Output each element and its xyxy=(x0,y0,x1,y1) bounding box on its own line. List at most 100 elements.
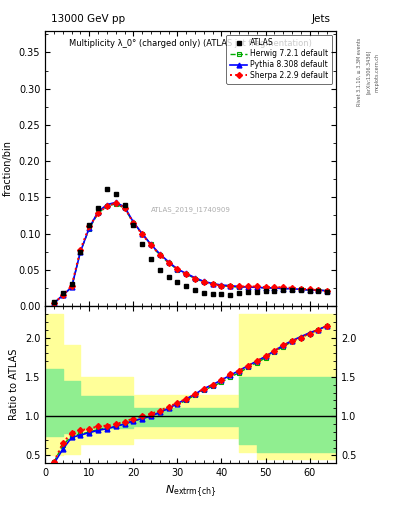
Pythia 8.308 default xyxy=(78,249,83,255)
Sherpa 2.2.9 default xyxy=(307,286,312,292)
ATLAS xyxy=(281,287,285,293)
Pythia 8.308 default xyxy=(246,284,250,290)
Herwig 7.2.1 default xyxy=(246,284,250,290)
ATLAS xyxy=(298,287,303,293)
ATLAS xyxy=(131,222,136,228)
Pythia 8.308 default xyxy=(228,283,233,289)
Pythia 8.308 default xyxy=(263,285,268,291)
ATLAS xyxy=(228,292,233,298)
Herwig 7.2.1 default xyxy=(140,230,145,237)
Pythia 8.308 default xyxy=(290,286,294,292)
Sherpa 2.2.9 default xyxy=(61,292,65,298)
Sherpa 2.2.9 default xyxy=(281,284,285,290)
Pythia 8.308 default xyxy=(281,286,285,292)
Pythia 8.308 default xyxy=(316,287,321,293)
Sherpa 2.2.9 default xyxy=(298,286,303,292)
ATLAS xyxy=(175,279,180,285)
ATLAS xyxy=(69,281,74,287)
Text: [arXiv:1306.3436]: [arXiv:1306.3436] xyxy=(365,50,371,94)
Legend: ATLAS, Herwig 7.2.1 default, Pythia 8.308 default, Sherpa 2.2.9 default: ATLAS, Herwig 7.2.1 default, Pythia 8.30… xyxy=(226,34,332,84)
ATLAS xyxy=(166,274,171,280)
Herwig 7.2.1 default xyxy=(290,286,294,292)
ATLAS xyxy=(272,288,277,294)
Text: Jets: Jets xyxy=(311,14,330,24)
ATLAS xyxy=(61,290,65,296)
Pythia 8.308 default xyxy=(113,199,118,205)
ATLAS xyxy=(96,205,101,211)
Herwig 7.2.1 default xyxy=(105,203,109,209)
Line: ATLAS: ATLAS xyxy=(51,186,330,305)
Herwig 7.2.1 default xyxy=(202,279,206,285)
Sherpa 2.2.9 default xyxy=(105,203,109,209)
Sherpa 2.2.9 default xyxy=(237,284,241,290)
Pythia 8.308 default xyxy=(105,202,109,208)
Sherpa 2.2.9 default xyxy=(193,275,197,282)
Herwig 7.2.1 default xyxy=(149,241,153,247)
ATLAS xyxy=(246,289,250,295)
ATLAS xyxy=(122,202,127,208)
Pythia 8.308 default xyxy=(219,282,224,288)
Sherpa 2.2.9 default xyxy=(140,231,145,238)
ATLAS xyxy=(140,241,145,247)
Sherpa 2.2.9 default xyxy=(78,246,83,252)
Sherpa 2.2.9 default xyxy=(263,284,268,290)
Sherpa 2.2.9 default xyxy=(122,204,127,210)
Herwig 7.2.1 default xyxy=(122,205,127,211)
ATLAS xyxy=(158,267,162,273)
Text: Rivet 3.1.10, ≥ 3.3M events: Rivet 3.1.10, ≥ 3.3M events xyxy=(357,38,362,106)
Herwig 7.2.1 default xyxy=(193,275,197,282)
Sherpa 2.2.9 default xyxy=(202,279,206,285)
Sherpa 2.2.9 default xyxy=(113,200,118,206)
ATLAS xyxy=(113,190,118,197)
Herwig 7.2.1 default xyxy=(263,285,268,291)
Pythia 8.308 default xyxy=(325,288,330,294)
Y-axis label: fraction/bin: fraction/bin xyxy=(3,140,13,197)
Herwig 7.2.1 default xyxy=(254,284,259,290)
Pythia 8.308 default xyxy=(158,251,162,257)
Sherpa 2.2.9 default xyxy=(272,284,277,290)
Herwig 7.2.1 default xyxy=(184,271,189,277)
Sherpa 2.2.9 default xyxy=(325,288,330,294)
Pythia 8.308 default xyxy=(272,285,277,291)
Herwig 7.2.1 default xyxy=(78,249,83,255)
Pythia 8.308 default xyxy=(131,219,136,225)
Herwig 7.2.1 default xyxy=(325,288,330,294)
Pythia 8.308 default xyxy=(307,287,312,293)
Pythia 8.308 default xyxy=(87,225,92,231)
Sherpa 2.2.9 default xyxy=(228,283,233,289)
Sherpa 2.2.9 default xyxy=(149,242,153,248)
Pythia 8.308 default xyxy=(122,204,127,210)
ATLAS xyxy=(149,256,153,262)
Herwig 7.2.1 default xyxy=(298,286,303,292)
ATLAS xyxy=(210,291,215,297)
Sherpa 2.2.9 default xyxy=(158,251,162,258)
Herwig 7.2.1 default xyxy=(316,287,321,293)
ATLAS xyxy=(202,290,206,296)
Herwig 7.2.1 default xyxy=(237,284,241,290)
ATLAS xyxy=(307,288,312,294)
Pythia 8.308 default xyxy=(61,292,65,298)
Sherpa 2.2.9 default xyxy=(316,287,321,293)
Pythia 8.308 default xyxy=(51,300,56,306)
Pythia 8.308 default xyxy=(254,284,259,290)
Sherpa 2.2.9 default xyxy=(246,284,250,290)
Text: mcplots.cern.ch: mcplots.cern.ch xyxy=(374,53,379,92)
Sherpa 2.2.9 default xyxy=(87,223,92,229)
Line: Sherpa 2.2.9 default: Sherpa 2.2.9 default xyxy=(52,201,329,305)
Sherpa 2.2.9 default xyxy=(96,210,101,217)
Herwig 7.2.1 default xyxy=(87,225,92,231)
Herwig 7.2.1 default xyxy=(307,287,312,293)
Herwig 7.2.1 default xyxy=(131,220,136,226)
Text: ATLAS_2019_I1740909: ATLAS_2019_I1740909 xyxy=(151,206,231,213)
Herwig 7.2.1 default xyxy=(69,284,74,290)
Pythia 8.308 default xyxy=(149,241,153,247)
ATLAS xyxy=(237,290,241,296)
Pythia 8.308 default xyxy=(140,230,145,237)
Herwig 7.2.1 default xyxy=(210,281,215,287)
Sherpa 2.2.9 default xyxy=(51,300,56,306)
X-axis label: $N_{\mathrm{extrm\{ch\}}}$: $N_{\mathrm{extrm\{ch\}}}$ xyxy=(165,484,217,500)
Sherpa 2.2.9 default xyxy=(131,220,136,226)
Text: Multiplicity λ_0° (charged only) (ATLAS jet fragmentation): Multiplicity λ_0° (charged only) (ATLAS … xyxy=(69,39,312,48)
ATLAS xyxy=(316,288,321,294)
Line: Pythia 8.308 default: Pythia 8.308 default xyxy=(51,200,330,306)
